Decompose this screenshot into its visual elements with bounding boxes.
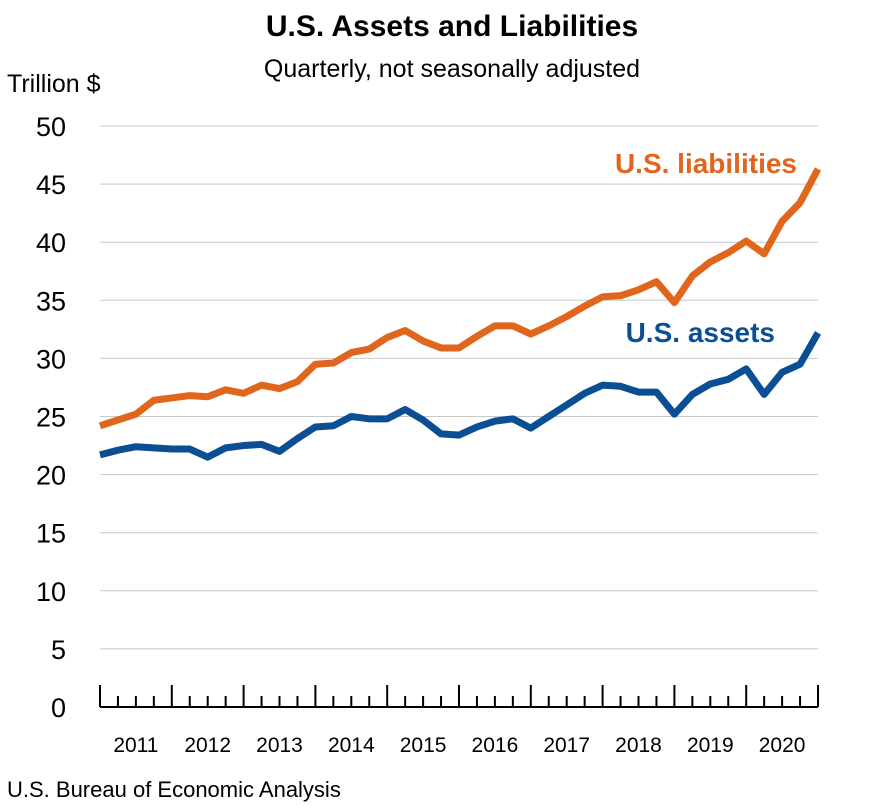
y-tick-label: 30 — [36, 344, 66, 374]
y-tick-label: 10 — [36, 577, 66, 607]
y-tick-label: 50 — [36, 112, 66, 142]
x-tick-label: 2015 — [400, 734, 447, 757]
y-tick-label: 0 — [51, 693, 66, 723]
gridlines — [100, 125, 818, 650]
y-tick-label: 35 — [36, 286, 66, 316]
liabilities-series-label: U.S. liabilities — [615, 148, 797, 179]
y-axis-unit-label: Trillion $ — [7, 70, 101, 98]
x-tick-label: 2011 — [113, 734, 158, 757]
assets-series-label: U.S. assets — [626, 317, 775, 348]
x-tick-label: 2017 — [543, 734, 590, 757]
y-tick-label: 15 — [36, 519, 66, 549]
x-tick-label: 2018 — [615, 734, 662, 757]
y-tick-label: 20 — [36, 461, 66, 491]
x-tick-label: 2012 — [184, 734, 231, 757]
source-note: U.S. Bureau of Economic Analysis — [7, 777, 341, 802]
x-tick-label: 2019 — [687, 734, 734, 757]
x-tick-label: 2014 — [328, 734, 375, 757]
y-tick-label: 5 — [51, 635, 66, 665]
liabilities-line — [98, 167, 822, 430]
chart-subtitle: Quarterly, not seasonally adjusted — [264, 55, 640, 83]
y-tick-label: 45 — [36, 170, 66, 200]
series-lines — [98, 167, 822, 461]
assets-line — [99, 331, 822, 461]
y-axis-ticks: 0 5 10 15 20 25 30 35 40 45 50 — [36, 112, 66, 723]
x-axis: 2011 2012 2013 2014 2015 2016 2017 2018 2019 2020 — [99, 685, 819, 757]
x-tick-label: 2016 — [472, 734, 519, 757]
y-tick-label: 25 — [36, 403, 66, 433]
x-tick-label: 2020 — [759, 734, 806, 757]
x-tick-label: 2013 — [256, 734, 303, 757]
chart-title: U.S. Assets and Liabilities — [266, 10, 638, 43]
y-tick-label: 40 — [36, 228, 66, 258]
